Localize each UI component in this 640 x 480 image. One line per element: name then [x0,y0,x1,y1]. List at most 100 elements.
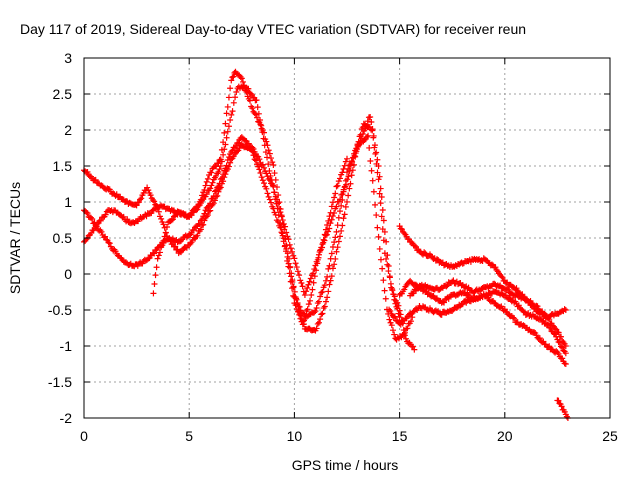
data-point [283,229,290,236]
data-point [199,197,206,204]
data-point [229,108,236,115]
data-point [388,284,395,291]
data-point [227,85,234,92]
data-point [346,167,353,174]
data-point [224,156,231,163]
data-point [324,221,331,228]
data-point [106,240,113,247]
data-point [291,288,298,295]
data-point [374,156,381,163]
data-point [253,97,260,104]
data-point [271,189,278,196]
data-point [326,225,333,232]
data-point [280,238,287,245]
data-point [339,222,346,229]
data-point [230,73,237,80]
data-point [363,123,370,130]
data-point [344,155,350,162]
data-point [92,221,99,228]
data-point [301,292,308,299]
data-point [314,260,321,267]
data-point [375,162,382,169]
x-tick-label: 5 [185,428,193,444]
data-point [261,164,268,171]
data-point [380,217,387,224]
data-point [314,320,321,327]
data-point [305,281,312,288]
data-point [401,332,408,339]
data-point [235,139,242,146]
data-point [223,134,230,141]
data-point [333,228,340,235]
data-point [356,141,363,148]
data-point [202,182,209,189]
data-point [450,277,457,284]
data-point [168,217,175,224]
data-point [245,85,252,92]
data-point [376,190,383,197]
data-point [385,263,392,270]
data-point [269,159,276,166]
data-point [321,282,328,289]
data-point [256,166,263,173]
data-point [401,286,408,293]
data-point [344,198,350,205]
x-tick-label: 20 [497,428,513,444]
data-point [194,206,201,213]
data-point [493,267,500,274]
data-point [102,233,109,240]
data-point [158,215,165,222]
data-point [368,167,375,174]
data-point [218,158,225,165]
data-point [363,133,370,140]
data-point [397,225,404,232]
data-point [341,162,348,169]
data-point [292,302,299,309]
data-point [152,272,159,279]
data-point [253,114,260,121]
data-point [270,162,277,169]
data-point [97,217,104,224]
data-point [488,261,495,268]
data-point [204,175,211,182]
data-point [515,302,522,309]
data-point [264,190,271,197]
data-point [234,148,241,155]
data-point [275,212,282,219]
data-point [365,132,372,139]
data-point [553,333,560,340]
data-point [386,316,393,323]
data-point [222,141,229,148]
data-point [346,185,353,192]
data-point [369,126,376,133]
data-point [163,223,170,230]
data-point [321,303,328,310]
data-point [208,182,215,189]
data-point [220,171,227,178]
data-point [214,184,221,191]
data-point [547,325,554,332]
data-point [293,264,300,271]
data-point [368,118,375,125]
series-sat-track-4 [150,83,418,353]
data-point [373,149,380,156]
data-point [258,122,265,129]
data-point [522,295,529,302]
data-point [389,287,396,294]
data-point [441,299,448,306]
data-point [558,343,565,350]
data-point [217,162,224,169]
data-point [453,305,460,312]
data-point [133,202,140,209]
data-point [511,315,518,322]
data-point [559,344,566,351]
data-point [485,294,492,301]
data-point [386,274,393,281]
data-point [526,299,533,306]
data-point [301,317,308,324]
data-point [151,280,158,287]
data-point [404,325,411,332]
data-point [334,244,341,251]
data-point [310,279,317,286]
data-point [370,132,377,139]
